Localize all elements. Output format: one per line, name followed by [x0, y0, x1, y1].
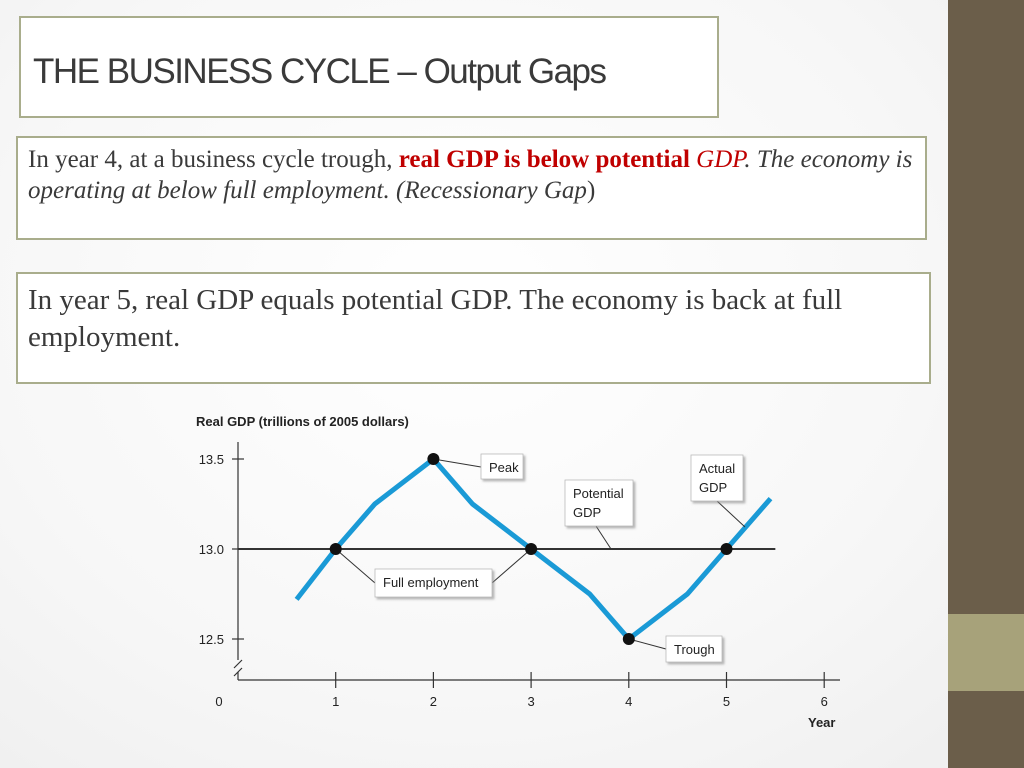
box1-text-italic: . The economy is operating at below full…	[28, 146, 913, 204]
slide-title: THE BUSINESS CYCLE – Output Gaps	[33, 52, 607, 91]
sidebar-accent-band	[948, 614, 1024, 691]
potential-callout-box	[564, 479, 634, 527]
x-tick-label: 4	[625, 694, 632, 709]
x-axis-label: Year	[808, 715, 835, 730]
text-box-year4: In year 4, at a business cycle trough, r…	[16, 136, 927, 240]
x-tick-label: 6	[821, 694, 828, 709]
data-point-marker	[622, 633, 635, 645]
data-point-marker	[427, 453, 440, 465]
potential-callout-label: GDP	[573, 505, 601, 520]
box1-text-part1: In year 4, at a business cycle trough,	[28, 146, 399, 173]
title-box: THE BUSINESS CYCLE – Output Gaps	[19, 16, 719, 118]
box2-text: In year 5, real GDP equals potential GDP…	[28, 284, 843, 353]
x-tick-label: 5	[723, 694, 730, 709]
potential-callout-leader	[595, 525, 612, 550]
peak-callout-box	[480, 453, 524, 480]
trough-callout-leader	[628, 638, 667, 650]
box1-emphasis-gdp: GDP	[696, 146, 745, 173]
full-employment-callout-label: Full employment	[383, 575, 479, 590]
data-point-marker	[525, 543, 538, 555]
potential-callout-label: Potential	[573, 486, 624, 501]
full-employment-callout-leader	[491, 548, 532, 584]
x-tick-label: 0	[215, 694, 222, 709]
chart-axes	[233, 442, 840, 681]
peak-callout-leader	[433, 458, 482, 468]
data-point-marker	[329, 543, 342, 555]
box1-text-close: )	[586, 177, 596, 204]
data-point-marker	[720, 543, 733, 555]
box1-emphasis: real GDP is below potential	[398, 146, 690, 173]
peak-callout-label: Peak	[489, 460, 519, 475]
actual-callout-leader	[716, 500, 746, 528]
x-tick-label: 1	[332, 694, 339, 709]
full-employment-callout-box	[374, 568, 493, 598]
chart-markers	[329, 453, 733, 645]
y-tick-label: 12.5	[199, 632, 224, 647]
actual-callout-label: GDP	[699, 480, 727, 495]
axis-break-mark	[233, 659, 243, 677]
y-axis-label: Real GDP (trillions of 2005 dollars)	[196, 414, 409, 429]
actual-callout-box	[690, 454, 744, 502]
text-box-year5: In year 5, real GDP equals potential GDP…	[16, 272, 931, 384]
y-tick-label: 13.0	[199, 542, 224, 557]
x-tick-label: 3	[527, 694, 534, 709]
x-tick-label: 2	[430, 694, 437, 709]
trough-callout-box	[665, 635, 723, 663]
actual-callout-label: Actual	[699, 461, 735, 476]
chart-callouts: Peak Full employment Trough Potential GDP Act…	[335, 453, 746, 663]
full-employment-callout-leader	[335, 548, 376, 584]
y-tick-label: 13.5	[199, 452, 224, 467]
trough-callout-label: Trough	[674, 642, 715, 657]
